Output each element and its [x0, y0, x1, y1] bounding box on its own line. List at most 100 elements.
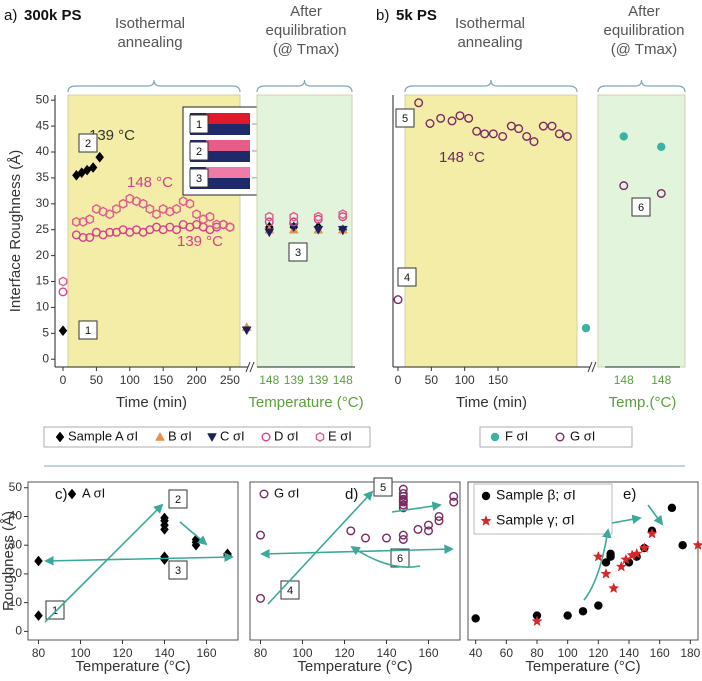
data-point: [264, 211, 274, 222]
data-point: [398, 488, 408, 498]
legend-marker: [480, 515, 492, 526]
data-point: [594, 601, 603, 610]
y-tick-label: 25: [36, 222, 50, 236]
data-point: [464, 113, 474, 123]
data-point: [382, 533, 392, 543]
x-axis-label: Temperature (°C): [525, 658, 640, 675]
data-point: [138, 198, 148, 209]
x-tick-label: 250: [220, 373, 240, 387]
x-tick-label: 148: [333, 373, 353, 387]
panel-label: e): [623, 486, 636, 503]
data-point: [85, 214, 95, 225]
legend-label: G σI: [274, 485, 299, 500]
data-point: [413, 524, 423, 534]
x-tick-label: 80: [530, 646, 544, 660]
x-tick-label: 150: [488, 373, 508, 387]
callout-box: [189, 168, 209, 188]
legend-marker: [67, 488, 77, 500]
data-point: [289, 217, 299, 227]
brace: [256, 79, 353, 93]
x-tick-label: 148: [651, 373, 671, 387]
data-point: [424, 526, 434, 536]
data-point: [619, 132, 628, 141]
x-tick-label: 100: [120, 373, 140, 387]
callout-box: [397, 267, 417, 287]
callout-box: [78, 133, 98, 153]
data-point: [145, 203, 155, 215]
arrow: [44, 503, 164, 623]
data-point: [398, 494, 408, 504]
data-point: [264, 217, 274, 227]
callout-label: 1: [85, 325, 91, 337]
x-tick-label: 0: [60, 373, 67, 387]
data-point: [313, 211, 323, 222]
data-point: [638, 542, 650, 553]
annotation: 148 °C: [127, 174, 173, 191]
data-point: [185, 198, 195, 209]
x-axis-label: Time (min): [456, 394, 527, 411]
legend-label: E σI: [328, 428, 352, 443]
data-point: [449, 491, 459, 501]
data-point: [361, 533, 371, 543]
x-tick-label: 80: [254, 646, 268, 660]
data-point: [58, 287, 68, 297]
x-tick-label: 139: [308, 373, 328, 387]
x-axis-label: Temperature (°C): [75, 658, 190, 675]
data-point: [547, 121, 557, 131]
data-point: [172, 203, 181, 215]
y-tick-label: 40: [36, 144, 50, 158]
data-point: [34, 610, 43, 622]
plot-frame: [249, 481, 461, 641]
panel-header: After equilibration (@ Tmax): [265, 3, 347, 58]
data-point: [225, 222, 235, 233]
data-point: [95, 151, 105, 163]
x-tick-label: 150: [153, 373, 173, 387]
x-tick-label: 148: [614, 373, 634, 387]
axis-break: [587, 361, 597, 373]
panel-label: c): [55, 486, 68, 503]
data-point: [393, 295, 403, 305]
data-point: [554, 129, 564, 139]
y-tick-label: 0: [15, 624, 22, 638]
x-tick-label: 100: [292, 646, 312, 660]
legend-marker: [555, 432, 565, 442]
data-point: [592, 550, 604, 562]
data-point: [338, 209, 348, 220]
x-tick-label: 160: [418, 646, 438, 660]
data-point: [646, 527, 658, 539]
data-point: [158, 203, 168, 215]
data-point: [434, 511, 444, 521]
data-point: [615, 560, 627, 572]
data-point: [105, 227, 115, 237]
arrow: [583, 528, 612, 601]
callout-label: 6: [638, 202, 644, 214]
x-tick-label: 0: [395, 373, 402, 387]
data-point: [78, 232, 88, 242]
y-tick-label: 20: [9, 566, 23, 580]
data-point: [223, 549, 232, 561]
panel-label: b): [376, 7, 389, 24]
callout-label: 1: [196, 119, 202, 131]
callout-label: 3: [295, 247, 301, 259]
y-tick-label: 35: [36, 170, 50, 184]
x-axis-label: Time (min): [116, 394, 187, 411]
y-axis-label: Roughness (Å): [0, 511, 17, 611]
data-point: [601, 558, 611, 567]
data-point: [600, 568, 612, 579]
data-point: [656, 188, 666, 198]
x-tick-label: 40: [469, 646, 483, 660]
legend-label: G σI: [570, 428, 595, 443]
x-tick-label: 100: [455, 373, 475, 387]
data-point: [480, 129, 490, 139]
data-point: [657, 142, 666, 152]
data-point: [449, 497, 459, 507]
callout-box: [395, 108, 415, 128]
y-tick-label: 15: [36, 274, 50, 288]
legend-marker: [490, 432, 500, 442]
data-point: [256, 593, 266, 603]
legend-marker: [55, 431, 65, 443]
data-point: [425, 118, 435, 128]
legend-marker: [261, 432, 271, 442]
callout-box: [189, 141, 209, 161]
callout-box: [189, 114, 209, 134]
